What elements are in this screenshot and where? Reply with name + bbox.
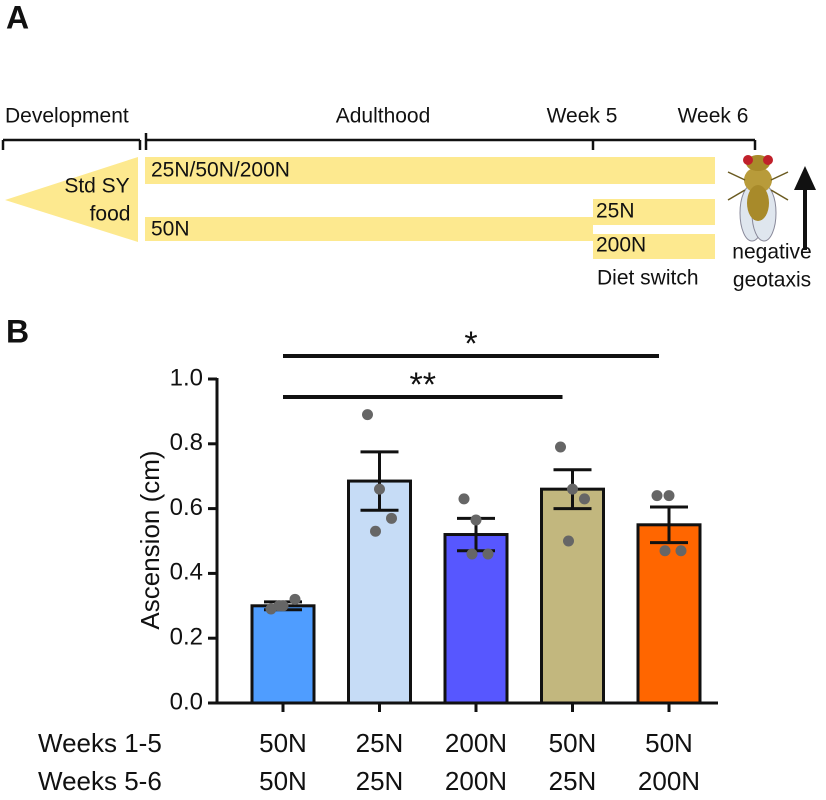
assay-label: negative — [732, 241, 811, 264]
timeline-label: Development — [5, 105, 129, 128]
significance-label: ** — [410, 366, 436, 404]
bar — [636, 523, 702, 705]
x-tick-label: 50N — [645, 728, 693, 758]
data-point — [675, 545, 687, 557]
food-label: Std SY — [64, 175, 129, 198]
x-tick-label: 25N — [356, 766, 404, 796]
x-tick-label: 200N — [445, 728, 507, 758]
arrow — [794, 166, 816, 250]
x-tick-label: 50N — [549, 728, 597, 758]
y-tick-label: 0.2 — [170, 624, 203, 651]
data-point — [659, 545, 671, 557]
fly-icon — [727, 155, 789, 242]
bar — [443, 533, 509, 705]
timeline-label: Week 6 — [678, 105, 749, 128]
row-header: Weeks 1-5 — [38, 728, 162, 758]
significance-label: * — [464, 325, 477, 363]
data-point — [273, 600, 285, 612]
y-tick-label: 1.0 — [170, 364, 203, 391]
x-tick-label: 25N — [549, 766, 597, 796]
data-point — [482, 548, 494, 560]
timeline — [1, 133, 757, 150]
x-tick-label: 25N — [356, 728, 404, 758]
y-tick-label: 0.0 — [170, 688, 203, 715]
x-tick-label: 200N — [445, 766, 507, 796]
diet-shapes — [5, 157, 715, 259]
data-point — [563, 535, 574, 547]
data-point — [579, 493, 590, 505]
data-point — [362, 409, 373, 421]
panel-letter: B — [6, 313, 29, 349]
timeline-label: Adulthood — [336, 105, 431, 128]
data-point — [555, 441, 566, 453]
diet-label: 25N/50N/200N — [151, 159, 290, 182]
panel-letter: A — [6, 0, 29, 35]
diet-label: 200N — [596, 234, 646, 257]
x-tick-label: 200N — [638, 766, 700, 796]
bar — [250, 604, 316, 705]
data-point — [466, 548, 478, 560]
food-label: food — [90, 203, 131, 226]
y-axis-label: Ascension (cm) — [135, 450, 165, 629]
bar — [540, 487, 605, 705]
data-point — [470, 514, 482, 526]
y-tick-label: 0.4 — [170, 559, 203, 586]
data-point — [567, 483, 578, 495]
x-tick-label: 50N — [259, 728, 307, 758]
bar — [347, 479, 412, 705]
diet-label: 50N — [151, 218, 190, 241]
timeline-label: Week 5 — [547, 105, 618, 128]
data-point — [386, 512, 397, 524]
data-point — [374, 483, 385, 495]
data-point — [289, 593, 301, 605]
x-tick-label: 50N — [259, 766, 307, 796]
data-point — [663, 490, 675, 502]
assay-label: geotaxis — [733, 269, 811, 292]
data-point — [651, 490, 663, 502]
diet-label: 25N — [596, 200, 635, 223]
y-tick-label: 0.8 — [170, 429, 203, 456]
data-point — [458, 493, 470, 505]
data-point — [370, 525, 381, 537]
row-header: Weeks 5-6 — [38, 766, 162, 796]
switch-label: Diet switch — [597, 267, 699, 290]
y-tick-label: 0.6 — [170, 494, 203, 521]
